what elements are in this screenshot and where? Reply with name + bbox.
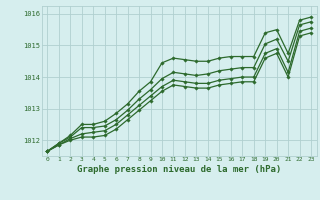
X-axis label: Graphe pression niveau de la mer (hPa): Graphe pression niveau de la mer (hPa) <box>77 165 281 174</box>
